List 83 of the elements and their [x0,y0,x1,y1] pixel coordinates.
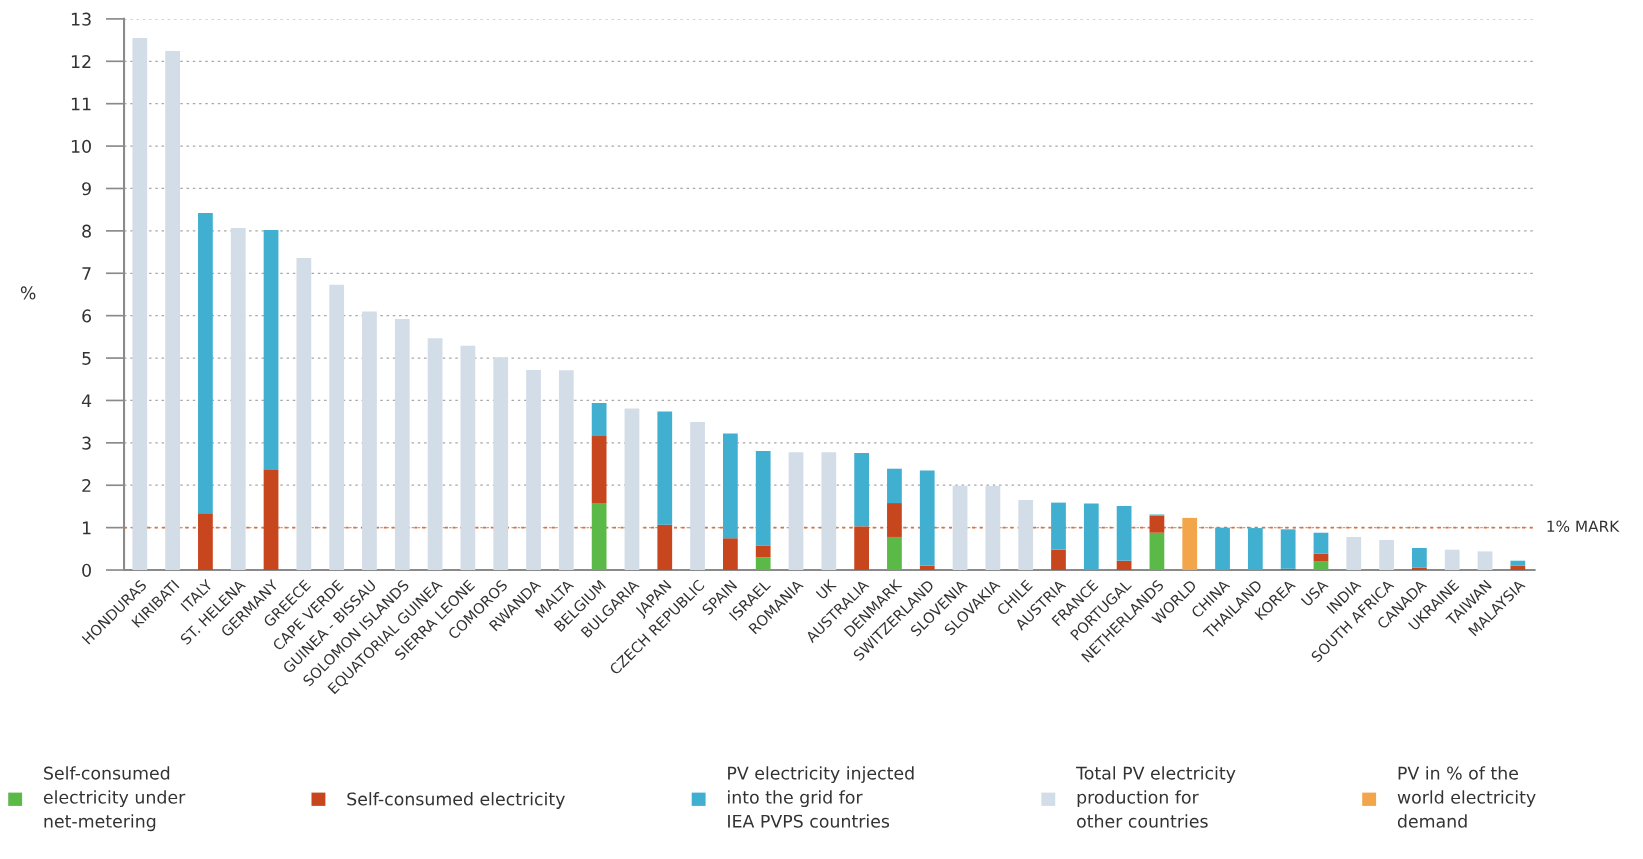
bar [263,469,279,571]
bar [591,503,607,571]
y-tick-label: 0 [82,563,91,577]
bar [723,538,738,571]
bar [690,422,705,571]
bar [1051,502,1066,550]
bar [1412,547,1427,568]
bar [1018,500,1034,571]
y-tick-label: 9 [82,182,91,196]
bar [1083,503,1099,571]
legend-label: PV in % of the world electricity demand [1397,766,1536,828]
bar [755,450,771,546]
bar [854,526,869,571]
legend-label: Total PV electricity production for other countries [1076,766,1236,828]
y-tick-label: 3 [82,436,91,450]
bar [591,436,607,504]
y-tick-label: 1 [82,521,91,535]
bar [985,486,1001,571]
y-tick-label: 5 [82,352,91,365]
bar [657,524,673,571]
bar [887,503,902,537]
y-tick-label: 6 [82,309,92,323]
bar [460,345,476,571]
bar [362,311,377,571]
bar [919,470,935,566]
bar [788,452,804,571]
bar [132,37,148,571]
bar [329,284,345,571]
bar [1182,517,1198,571]
bar [1247,528,1263,571]
y-tick-label: 8 [82,224,91,238]
bar [624,408,640,571]
bar [1346,536,1362,571]
bar [493,357,509,571]
bar [1313,553,1329,562]
bar [427,338,443,571]
y-tick-label: 11 [71,97,91,111]
bar [1280,529,1296,569]
bar [1510,560,1526,566]
legend-label: Self-consumed electricity [347,792,565,809]
y-tick-label: 7 [82,267,91,280]
bar [1051,549,1066,571]
bar [952,485,968,571]
bar [165,51,180,571]
bar [1149,532,1165,571]
y-tick-label: 12 [71,55,91,68]
bar [1379,539,1394,571]
bar [1313,561,1329,571]
ref-line-label: 1% MARK [1547,520,1620,533]
bar [1313,532,1329,554]
bar [1510,565,1526,571]
y-tick-label: 13 [71,12,91,26]
bar [1116,506,1132,561]
bar [1116,560,1132,571]
bar [296,258,312,571]
bar [230,227,246,571]
y-tick-label: 10 [71,139,91,153]
bar [723,433,738,539]
y-axis-title: % [20,286,36,300]
bar [526,369,541,571]
legend-label: PV electricity injected into the grid for IEA PVPS countries [728,766,914,828]
bar [1477,551,1493,571]
bar [394,319,410,571]
bar [755,545,771,558]
bar [1215,527,1230,571]
bar [657,411,673,525]
bar [887,468,902,504]
bar [1149,515,1165,533]
bar [558,370,574,571]
bar [821,452,837,571]
y-tick-label: 4 [81,394,92,408]
bar [1412,567,1427,571]
bar [1444,549,1460,571]
bar [887,536,902,571]
bar [263,230,279,470]
bar [198,513,213,571]
bar [198,213,213,514]
legend-label: Self-consumed electricity under net-metering [43,766,186,832]
bar [591,403,607,437]
bar [854,453,869,527]
bar [919,565,935,571]
y-tick-label: 2 [82,478,91,492]
bar [755,557,771,571]
